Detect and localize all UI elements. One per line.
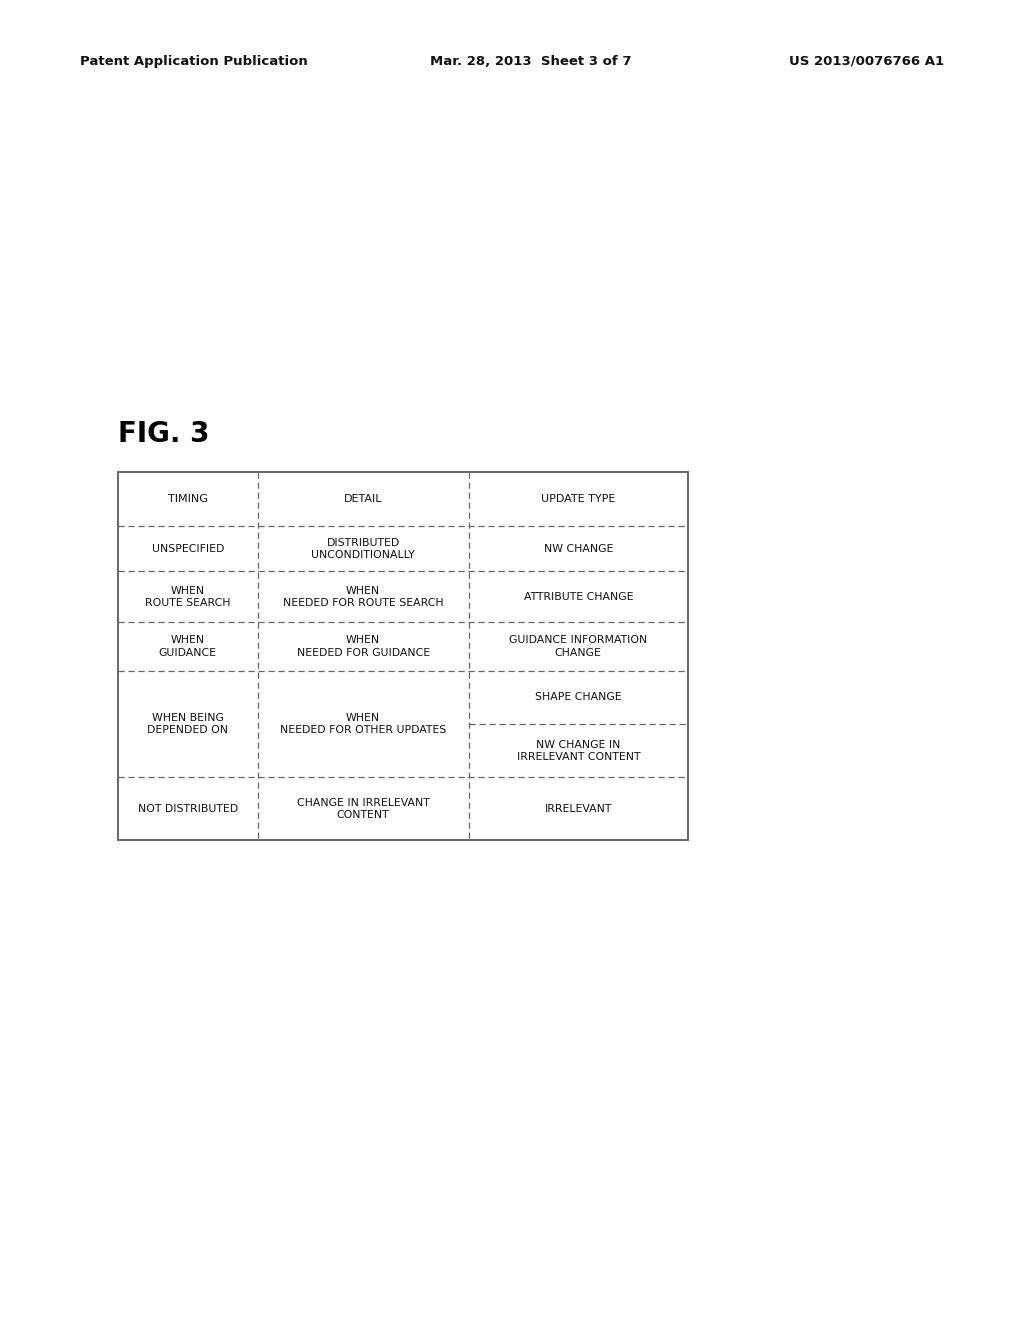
- Text: UPDATE TYPE: UPDATE TYPE: [541, 494, 615, 504]
- Text: CHANGE IN IRRELEVANT
CONTENT: CHANGE IN IRRELEVANT CONTENT: [297, 797, 429, 820]
- Text: WHEN
GUIDANCE: WHEN GUIDANCE: [159, 635, 217, 657]
- Text: TIMING: TIMING: [168, 494, 208, 504]
- Text: GUIDANCE INFORMATION
CHANGE: GUIDANCE INFORMATION CHANGE: [509, 635, 647, 657]
- Text: DETAIL: DETAIL: [344, 494, 382, 504]
- Text: SHAPE CHANGE: SHAPE CHANGE: [535, 693, 622, 702]
- Text: NOT DISTRIBUTED: NOT DISTRIBUTED: [138, 804, 238, 813]
- Text: WHEN
NEEDED FOR GUIDANCE: WHEN NEEDED FOR GUIDANCE: [297, 635, 430, 657]
- Text: WHEN
ROUTE SEARCH: WHEN ROUTE SEARCH: [145, 586, 230, 609]
- Text: ATTRIBUTE CHANGE: ATTRIBUTE CHANGE: [523, 591, 633, 602]
- Text: WHEN BEING
DEPENDED ON: WHEN BEING DEPENDED ON: [147, 713, 228, 735]
- Text: UNSPECIFIED: UNSPECIFIED: [152, 544, 224, 554]
- Text: FIG. 3: FIG. 3: [118, 420, 210, 447]
- Text: US 2013/0076766 A1: US 2013/0076766 A1: [788, 55, 944, 69]
- Text: Mar. 28, 2013  Sheet 3 of 7: Mar. 28, 2013 Sheet 3 of 7: [430, 55, 632, 69]
- Text: NW CHANGE IN
IRRELEVANT CONTENT: NW CHANGE IN IRRELEVANT CONTENT: [516, 739, 640, 762]
- Text: WHEN
NEEDED FOR OTHER UPDATES: WHEN NEEDED FOR OTHER UPDATES: [280, 713, 446, 735]
- Bar: [118, 473, 688, 840]
- Text: IRRELEVANT: IRRELEVANT: [545, 804, 612, 813]
- Text: Patent Application Publication: Patent Application Publication: [80, 55, 308, 69]
- Text: NW CHANGE: NW CHANGE: [544, 544, 613, 554]
- Text: WHEN
NEEDED FOR ROUTE SEARCH: WHEN NEEDED FOR ROUTE SEARCH: [283, 586, 443, 609]
- Text: DISTRIBUTED
UNCONDITIONALLY: DISTRIBUTED UNCONDITIONALLY: [311, 537, 415, 560]
